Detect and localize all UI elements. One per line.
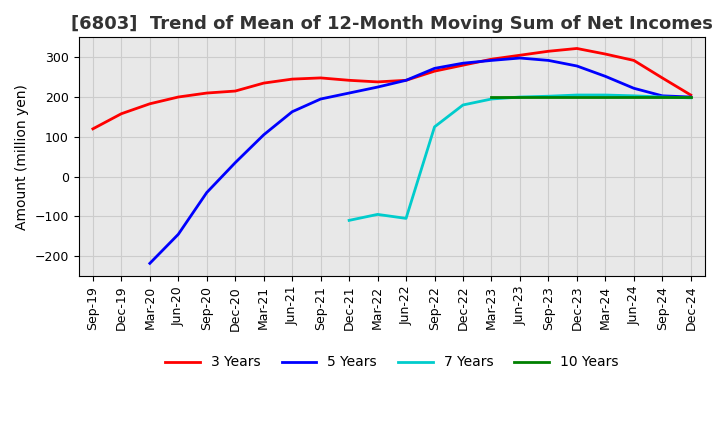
Y-axis label: Amount (million yen): Amount (million yen) xyxy=(15,84,29,230)
10 Years xyxy=(516,95,524,100)
7 Years xyxy=(544,94,553,99)
5 Years xyxy=(601,73,610,79)
3 Years xyxy=(516,53,524,58)
10 Years xyxy=(601,95,610,100)
3 Years xyxy=(373,79,382,84)
5 Years xyxy=(516,55,524,61)
5 Years xyxy=(259,132,268,137)
Title: [6803]  Trend of Mean of 12-Month Moving Sum of Net Incomes: [6803] Trend of Mean of 12-Month Moving … xyxy=(71,15,713,33)
5 Years xyxy=(686,95,695,100)
10 Years xyxy=(686,95,695,100)
Line: 3 Years: 3 Years xyxy=(93,48,690,129)
5 Years xyxy=(145,261,154,266)
3 Years xyxy=(145,101,154,106)
3 Years xyxy=(259,81,268,86)
5 Years xyxy=(373,84,382,90)
10 Years xyxy=(572,95,581,100)
3 Years xyxy=(658,75,667,81)
5 Years xyxy=(345,90,354,95)
3 Years xyxy=(231,88,240,94)
7 Years xyxy=(459,103,467,108)
7 Years xyxy=(572,92,581,98)
7 Years xyxy=(658,95,667,100)
3 Years xyxy=(89,126,97,132)
7 Years xyxy=(686,95,695,100)
3 Years xyxy=(629,58,638,63)
Legend: 3 Years, 5 Years, 7 Years, 10 Years: 3 Years, 5 Years, 7 Years, 10 Years xyxy=(160,350,624,375)
5 Years xyxy=(487,58,496,63)
3 Years xyxy=(202,90,211,95)
3 Years xyxy=(345,78,354,83)
3 Years xyxy=(601,51,610,57)
7 Years xyxy=(629,93,638,99)
5 Years xyxy=(459,61,467,66)
5 Years xyxy=(629,86,638,91)
7 Years xyxy=(431,124,439,129)
7 Years xyxy=(601,92,610,98)
3 Years xyxy=(174,95,183,100)
3 Years xyxy=(459,62,467,68)
5 Years xyxy=(231,160,240,165)
3 Years xyxy=(431,69,439,74)
3 Years xyxy=(487,57,496,62)
5 Years xyxy=(658,93,667,99)
10 Years xyxy=(658,95,667,100)
10 Years xyxy=(629,95,638,100)
3 Years xyxy=(544,49,553,54)
3 Years xyxy=(686,92,695,98)
5 Years xyxy=(572,63,581,69)
5 Years xyxy=(402,78,410,83)
5 Years xyxy=(202,190,211,195)
7 Years xyxy=(345,218,354,223)
10 Years xyxy=(487,95,496,100)
5 Years xyxy=(316,96,325,102)
5 Years xyxy=(288,109,297,114)
Line: 7 Years: 7 Years xyxy=(349,95,690,220)
3 Years xyxy=(316,75,325,81)
7 Years xyxy=(402,216,410,221)
7 Years xyxy=(487,96,496,102)
3 Years xyxy=(288,77,297,82)
10 Years xyxy=(544,95,553,100)
5 Years xyxy=(431,66,439,71)
5 Years xyxy=(174,231,183,237)
7 Years xyxy=(373,212,382,217)
7 Years xyxy=(516,95,524,100)
Line: 5 Years: 5 Years xyxy=(150,58,690,264)
3 Years xyxy=(402,78,410,83)
5 Years xyxy=(544,58,553,63)
3 Years xyxy=(572,46,581,51)
3 Years xyxy=(117,111,126,116)
